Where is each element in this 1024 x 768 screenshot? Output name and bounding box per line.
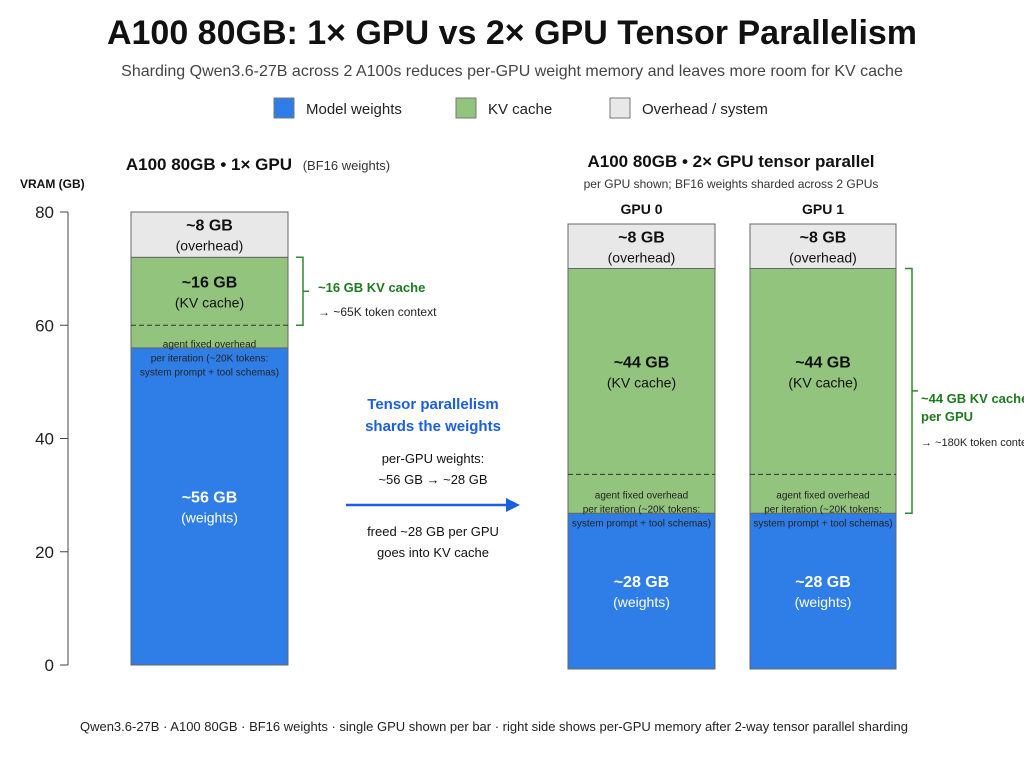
right-panel-title: A100 80GB • 2× GPU tensor parallel: [587, 152, 874, 171]
segment-name-label: (overhead): [789, 249, 857, 265]
middle-arrow-head: [506, 498, 520, 512]
y-tick-label: 40: [35, 430, 54, 449]
agent-overhead-note: agent fixed overhead: [776, 491, 869, 502]
middle-line4: goes into KV cache: [377, 545, 489, 560]
agent-overhead-note: per iteration (~20K tokens:: [151, 353, 269, 364]
bar-kv-cache: [567, 268, 716, 514]
left-panel-title: A100 80GB • 1× GPU (BF16 weights): [126, 155, 390, 174]
bar-stack: ~28 GB (weights) ~44 GB (KV cache) ~8 GB (ove…: [749, 201, 897, 670]
segment-value-label: ~8 GB: [186, 218, 233, 235]
right-panel-subtitle: per GPU shown; BF16 weights sharded acro…: [584, 177, 879, 191]
kv-annotation-main: ~16 GB KV cache: [318, 280, 425, 295]
kv-annotation-context: → ~180K token context: [921, 437, 1024, 449]
y-tick-label: 20: [35, 543, 54, 562]
y-tick-label: 80: [35, 203, 54, 222]
bar-kv-cache: [749, 268, 897, 514]
y-axis: 0 20 40 60 80: [35, 203, 69, 675]
bar-weights: [567, 512, 716, 670]
bars: ~56 GB (weights) ~16 GB (KV cache) ~8 GB (ove…: [130, 201, 897, 670]
agent-overhead-note: system prompt + tool schemas): [753, 519, 892, 530]
kv-annotation-context: → ~65K token context: [318, 305, 437, 319]
bar-overhead: [749, 223, 897, 269]
segment-value-label: ~28 GB: [795, 574, 851, 591]
legend-label: KV cache: [488, 101, 552, 118]
legend: Model weights KV cache Overhead / system: [273, 97, 768, 119]
agent-overhead-note: per iteration (~20K tokens:: [583, 505, 701, 516]
middle-line1: per-GPU weights:: [382, 451, 485, 466]
bar-weights: [130, 347, 289, 666]
gpu-label: GPU 0: [620, 201, 662, 217]
legend-label: Model weights: [306, 101, 402, 118]
annotations: ~16 GB KV cache → ~65K token context ~44 G…: [296, 256, 1024, 514]
segment-name-label: (weights): [181, 509, 238, 525]
segment-value-label: ~16 GB: [182, 274, 238, 291]
segment-value-label: ~44 GB: [614, 354, 670, 371]
footer-note: Qwen3.6-27B · A100 80GB · BF16 weights ·…: [80, 719, 908, 734]
legend-swatch: [455, 97, 477, 119]
segment-value-label: ~8 GB: [618, 229, 665, 246]
segment-name-label: (overhead): [608, 249, 676, 265]
segment-name-label: (KV cache): [788, 374, 857, 390]
segment-name-label: (weights): [613, 594, 670, 610]
kv-bracket-line: [905, 267, 913, 514]
middle-heading-line1: Tensor parallelism: [367, 396, 498, 413]
bar-stack: ~28 GB (weights) ~44 GB (KV cache) ~8 GB (ove…: [567, 201, 716, 670]
left-panel-title-suffix: (BF16 weights): [303, 158, 390, 173]
chart-title: A100 80GB: 1× GPU vs 2× GPU Tensor Paral…: [107, 14, 917, 52]
agent-overhead-note: agent fixed overhead: [595, 491, 688, 502]
kv-annotation-main: ~44 GB KV cache: [921, 391, 1024, 406]
agent-overhead-note: per iteration (~20K tokens:: [764, 505, 882, 516]
bar-overhead: [130, 211, 289, 258]
segment-name-label: (overhead): [176, 238, 244, 254]
segment-value-label: ~44 GB: [795, 354, 851, 371]
left-panel-title-main: A100 80GB • 1× GPU: [126, 155, 292, 174]
bar-stack: ~56 GB (weights) ~16 GB (KV cache) ~8 GB (ove…: [130, 211, 289, 666]
y-axis-title: VRAM (GB): [20, 177, 85, 191]
kv-bracket: [905, 267, 918, 514]
segment-name-label: (KV cache): [175, 294, 244, 310]
legend-label: Overhead / system: [642, 101, 768, 118]
kv-annotation-main: per GPU: [921, 409, 973, 424]
bar-weights: [749, 512, 897, 670]
segment-value-label: ~28 GB: [614, 574, 670, 591]
y-tick-label: 0: [45, 656, 54, 675]
agent-overhead-note: system prompt + tool schemas): [572, 519, 711, 530]
agent-overhead-note: agent fixed overhead: [163, 339, 256, 350]
segment-name-label: (KV cache): [607, 374, 676, 390]
kv-bracket-line: [296, 256, 304, 326]
legend-swatch: [273, 97, 295, 119]
segment-value-label: ~8 GB: [800, 229, 847, 246]
bar-kv-cache: [130, 256, 289, 349]
chart-subtitle: Sharding Qwen3.6-27B across 2 A100s redu…: [121, 63, 903, 80]
bar-overhead: [567, 223, 716, 269]
segment-name-label: (weights): [795, 594, 852, 610]
y-tick-label: 60: [35, 316, 54, 335]
gpu-label: GPU 1: [802, 201, 844, 217]
middle-heading-line2: shards the weights: [365, 418, 501, 435]
legend-swatch: [609, 97, 631, 119]
middle-line2: ~56 GB → ~28 GB: [378, 472, 487, 487]
segment-value-label: ~56 GB: [182, 489, 238, 506]
kv-bracket: [296, 256, 309, 326]
middle-line3: freed ~28 GB per GPU: [367, 524, 499, 539]
middle-explanation: Tensor parallelism shards the weights pe…: [346, 396, 520, 560]
agent-overhead-note: system prompt + tool schemas): [140, 367, 279, 378]
